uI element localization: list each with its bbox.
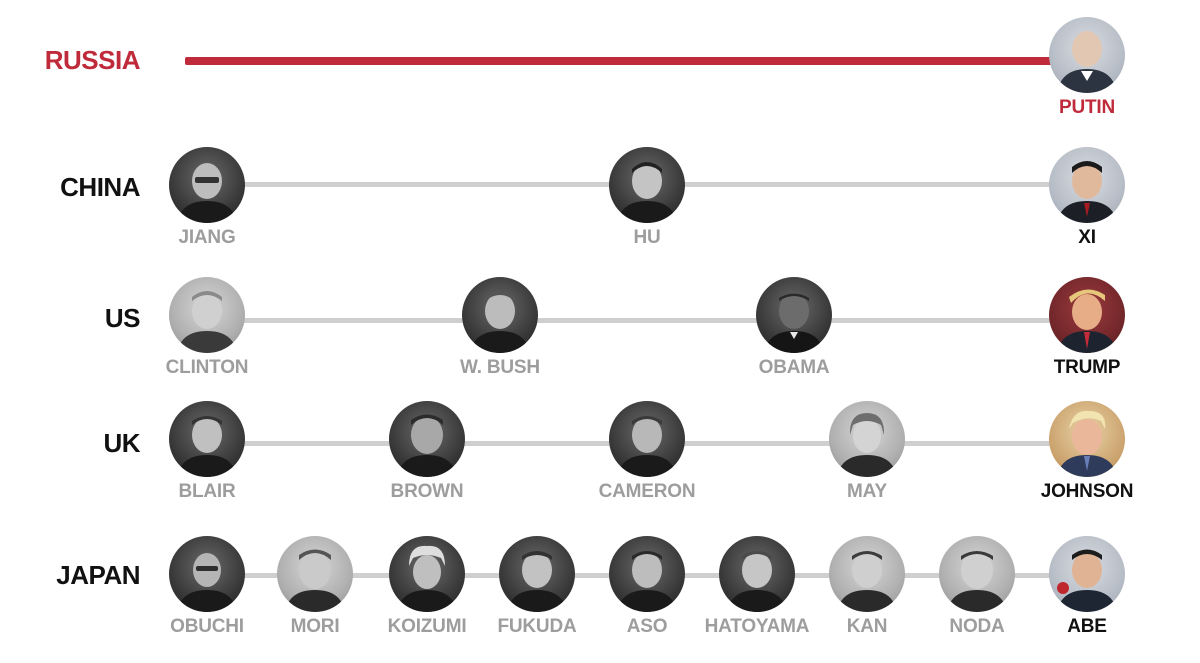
leader-aso: ASO [609,536,685,637]
koizumi-portrait [389,536,465,612]
w-bush-portrait [462,277,538,353]
country-label-japan: JAPAN [56,560,140,590]
johnson-portrait [1049,401,1125,477]
leader-name-hu: HU [633,227,661,248]
mori-portrait [277,536,353,612]
leader-xi: XI [1049,147,1125,248]
country-label-us: US [104,303,141,333]
fukuda-portrait [499,536,575,612]
leader-fukuda: FUKUDA [497,536,577,637]
leader-putin: PUTIN [1049,17,1125,118]
leader-name-jiang: JIANG [178,227,236,248]
leader-name-cameron: CAMERON [598,481,696,502]
putin-portrait [1049,17,1125,93]
leader-name-kan: KAN [846,616,888,637]
leader-koizumi: KOIZUMI [388,536,467,637]
leader-mori: MORI [277,536,353,637]
leader-name-blair: BLAIR [178,481,236,502]
hu-portrait [609,147,685,223]
leader-name-hatoyama: HATOYAMA [704,616,810,637]
blair-portrait [169,401,245,477]
trump-portrait [1049,277,1125,353]
jiang-portrait [169,147,245,223]
leader-name-fukuda: FUKUDA [497,616,577,637]
leader-may: MAY [829,401,905,502]
leader-name-obama: OBAMA [758,357,830,378]
abe-portrait [1049,536,1125,612]
leader-name-w-bush: W. BUSH [460,357,540,378]
xi-portrait [1049,147,1125,223]
leader-name-obuchi: OBUCHI [170,616,244,637]
aso-portrait [609,536,685,612]
country-label-uk: UK [103,428,140,458]
leader-name-putin: PUTIN [1058,97,1115,118]
leader-hatoyama: HATOYAMA [705,536,810,637]
kan-portrait [829,536,905,612]
leader-name-johnson: JOHNSON [1040,481,1134,502]
leader-blair: BLAIR [169,401,245,502]
leader-name-may: MAY [847,481,887,502]
obuchi-portrait [169,536,245,612]
leader-hu: HU [609,147,685,248]
leader-trump: TRUMP [1049,277,1125,378]
cameron-portrait [609,401,685,477]
leader-name-xi: XI [1078,227,1096,248]
country-label-china: CHINA [60,172,140,202]
leader-obuchi: OBUCHI [169,536,245,637]
leader-name-abe: ABE [1067,616,1107,637]
leader-name-koizumi: KOIZUMI [387,616,467,637]
hatoyama-portrait [719,536,795,612]
leader-obama: OBAMA [756,277,832,378]
leader-name-aso: ASO [626,616,668,637]
leader-name-mori: MORI [290,616,340,637]
leader-noda: NODA [939,536,1015,637]
leader-jiang: JIANG [169,147,245,248]
leader-cameron: CAMERON [599,401,696,502]
obama-portrait [756,277,832,353]
country-label-russia: RUSSIA [44,45,141,75]
leader-clinton: CLINTON [166,277,249,378]
us-timeline-line [207,318,1087,323]
leader-brown: BROWN [389,401,465,502]
clinton-portrait [169,277,245,353]
russia-timeline-line [185,57,1060,65]
leader-name-brown: BROWN [390,481,464,502]
noda-portrait [939,536,1015,612]
leader-w-bush: W. BUSH [460,277,540,378]
leader-abe: ABE [1049,536,1125,637]
brown-portrait [389,401,465,477]
leader-johnson: JOHNSON [1041,401,1133,502]
may-portrait [829,401,905,477]
leader-name-noda: NODA [949,616,1005,637]
leader-name-trump: TRUMP [1053,357,1121,378]
leader-kan: KAN [829,536,905,637]
leader-name-clinton: CLINTON [165,357,249,378]
